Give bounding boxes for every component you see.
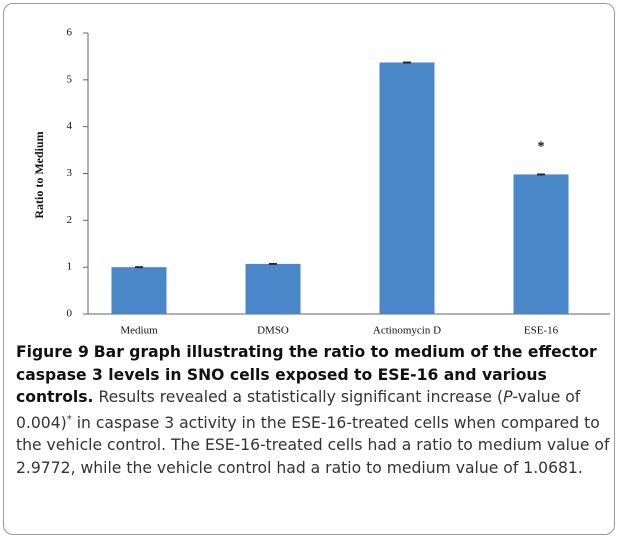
bar <box>379 62 435 314</box>
annotation: * <box>538 139 545 154</box>
bar <box>513 174 569 314</box>
y-tick-label: 1 <box>67 261 73 273</box>
error-bar <box>135 266 143 269</box>
caption: Figure 9 Bar graph illustrating the rati… <box>16 341 612 479</box>
bar <box>245 263 301 314</box>
caption-label: Figure 9 <box>16 343 89 361</box>
caption-text: * <box>66 413 72 425</box>
figure-frame <box>3 3 615 535</box>
y-axis-label: Ratio to Medium <box>32 131 46 218</box>
x-tick-label: Actinomycin D <box>373 325 441 337</box>
y-tick-label: 6 <box>67 27 73 39</box>
error-bar <box>403 61 411 64</box>
error-bar <box>537 173 545 176</box>
y-tick-label: 3 <box>67 167 73 179</box>
x-tick-label: ESE-16 <box>524 325 559 337</box>
caption-text: P <box>503 388 513 406</box>
bar <box>111 267 167 314</box>
caption-text: Results revealed a statistically signifi… <box>98 388 504 406</box>
x-tick-label: DMSO <box>257 325 289 337</box>
y-tick-label: 2 <box>67 214 73 226</box>
caption-text: -value of 0.004) <box>16 388 581 432</box>
caption-text: in caspase 3 activity in the ESE-16-trea… <box>16 413 610 477</box>
y-tick-label: 0 <box>67 308 73 320</box>
chart: Ratio to Medium 0 1 2 3 4 5 6 Medium DMSO Actinom… <box>32 27 610 337</box>
x-tick-label: Medium <box>120 325 158 337</box>
error-bar <box>269 262 277 265</box>
y-tick-label: 4 <box>67 120 73 132</box>
caption-title: Bar graph illustrating the ratio to medi… <box>16 343 597 406</box>
y-tick-label: 5 <box>67 73 73 85</box>
